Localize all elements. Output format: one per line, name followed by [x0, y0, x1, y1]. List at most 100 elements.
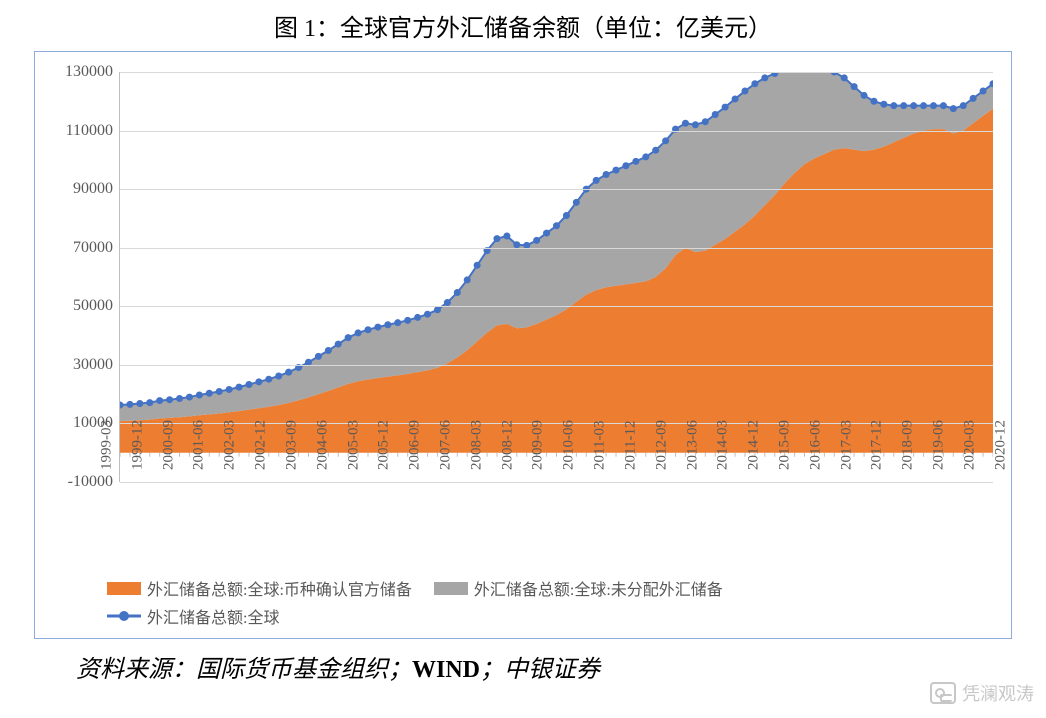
grid-line: [120, 365, 993, 366]
grid-line: [120, 189, 993, 190]
x-axis-labels: 1999-031999-122000-092001-062002-032002-…: [107, 468, 1011, 554]
x-tick-label: 2011-12: [622, 421, 639, 470]
marker-total: [355, 329, 362, 336]
marker-total: [503, 233, 510, 240]
marker-total: [404, 317, 411, 324]
marker-total: [394, 319, 401, 326]
marker-total: [642, 153, 649, 160]
marker-total: [543, 230, 550, 237]
legend-label-total: 外汇储备总额:全球: [147, 604, 279, 628]
marker-total: [593, 177, 600, 184]
marker-total: [553, 222, 560, 229]
x-tick-label: 1999-03: [99, 420, 116, 470]
marker-total: [722, 104, 729, 111]
grid-line: [120, 131, 993, 132]
marker-total: [226, 386, 233, 393]
marker-total: [682, 120, 689, 127]
marker-total: [751, 80, 758, 87]
marker-total: [236, 384, 243, 391]
marker-total: [384, 321, 391, 328]
x-tick-label: 1999-12: [129, 420, 146, 470]
marker-total: [206, 390, 213, 397]
marker-total: [493, 235, 500, 242]
legend-item-unallocated: 外汇储备总额:全球:未分配外汇储备: [434, 576, 723, 600]
x-tick-label: 2005-03: [345, 420, 362, 470]
marker-total: [692, 121, 699, 128]
marker-total: [622, 162, 629, 169]
marker-total: [712, 111, 719, 118]
marker-total: [255, 378, 262, 385]
x-tick-label: 2017-12: [869, 420, 886, 470]
x-tick-label: 2016-06: [807, 420, 824, 470]
marker-total: [563, 212, 570, 219]
marker-total: [156, 397, 163, 404]
marker-total: [444, 299, 451, 306]
marker-total: [861, 92, 868, 99]
legend: 外汇储备总额:全球:币种确认官方储备 外汇储备总额:全球:未分配外汇储备 外汇储…: [107, 576, 1011, 632]
marker-total: [464, 276, 471, 283]
watermark-text: 凭澜观涛: [962, 680, 1034, 706]
x-tick-label: 2020-12: [992, 420, 1009, 470]
plot-svg: [120, 72, 993, 482]
marker-total: [216, 388, 223, 395]
swatch-unallocated: [434, 582, 468, 595]
marker-total: [732, 95, 739, 102]
x-tick-label: 2019-06: [931, 420, 948, 470]
y-tick-label: 70000: [73, 239, 113, 257]
grid-line: [120, 248, 993, 249]
marker-total: [632, 158, 639, 165]
marker-total: [424, 311, 431, 318]
x-tick-label: 2002-12: [253, 420, 270, 470]
marker-total: [970, 95, 977, 102]
marker-total: [176, 395, 183, 402]
marker-total: [186, 394, 193, 401]
x-tick-label: 2014-12: [746, 420, 763, 470]
marker-total: [454, 289, 461, 296]
y-tick-label: 130000: [65, 63, 113, 81]
marker-total: [345, 334, 352, 341]
marker-total: [335, 341, 342, 348]
x-tick-label: 2000-09: [160, 420, 177, 470]
source-line: 资料来源：国际货币基金组织；WIND；中银证券: [76, 649, 970, 684]
chart-frame: -100001000030000500007000090000110000130…: [34, 51, 1012, 639]
x-tick-label: 2018-09: [900, 420, 917, 470]
x-tick-label: 2008-12: [499, 420, 516, 470]
marker-total: [980, 88, 987, 95]
marker-total: [573, 199, 580, 206]
source-prefix: 资料来源：国际货币基金组织；: [76, 657, 412, 683]
marker-total: [910, 102, 917, 109]
plot-area: [119, 72, 993, 482]
marker-total: [741, 88, 748, 95]
marker-total: [960, 102, 967, 109]
watermark: 凭澜观涛: [930, 680, 1034, 706]
marker-total: [652, 147, 659, 154]
marker-total: [374, 324, 381, 331]
x-tick-label: 2009-09: [530, 420, 547, 470]
marker-total: [265, 376, 272, 383]
marker-total: [761, 74, 768, 81]
x-tick-label: 2015-09: [777, 420, 794, 470]
marker-total: [702, 118, 709, 125]
legend-label-unallocated: 外汇储备总额:全球:未分配外汇储备: [474, 576, 723, 600]
x-tick-label: 2013-06: [684, 420, 701, 470]
x-tick-label: 2002-03: [222, 420, 239, 470]
source-wind: WIND: [412, 657, 480, 683]
marker-total: [166, 396, 173, 403]
marker-total: [325, 347, 332, 354]
x-tick-label: 2012-09: [653, 420, 670, 470]
x-tick-label: 2006-09: [407, 420, 424, 470]
y-tick-label: 50000: [73, 297, 113, 315]
x-tick-label: 2014-03: [715, 420, 732, 470]
y-tick-label: 30000: [73, 356, 113, 374]
x-tick-label: 2008-03: [468, 420, 485, 470]
marker-total: [851, 83, 858, 90]
y-tick-label: 90000: [73, 180, 113, 198]
marker-total: [245, 381, 252, 388]
x-tick-label: 2001-06: [191, 420, 208, 470]
x-tick-label: 2004-06: [314, 420, 331, 470]
legend-item-confirmed: 外汇储备总额:全球:币种确认官方储备: [107, 576, 412, 600]
marker-total: [940, 102, 947, 109]
marker-total: [870, 98, 877, 105]
marker-total: [662, 137, 669, 144]
swatch-total-line: [107, 610, 141, 622]
